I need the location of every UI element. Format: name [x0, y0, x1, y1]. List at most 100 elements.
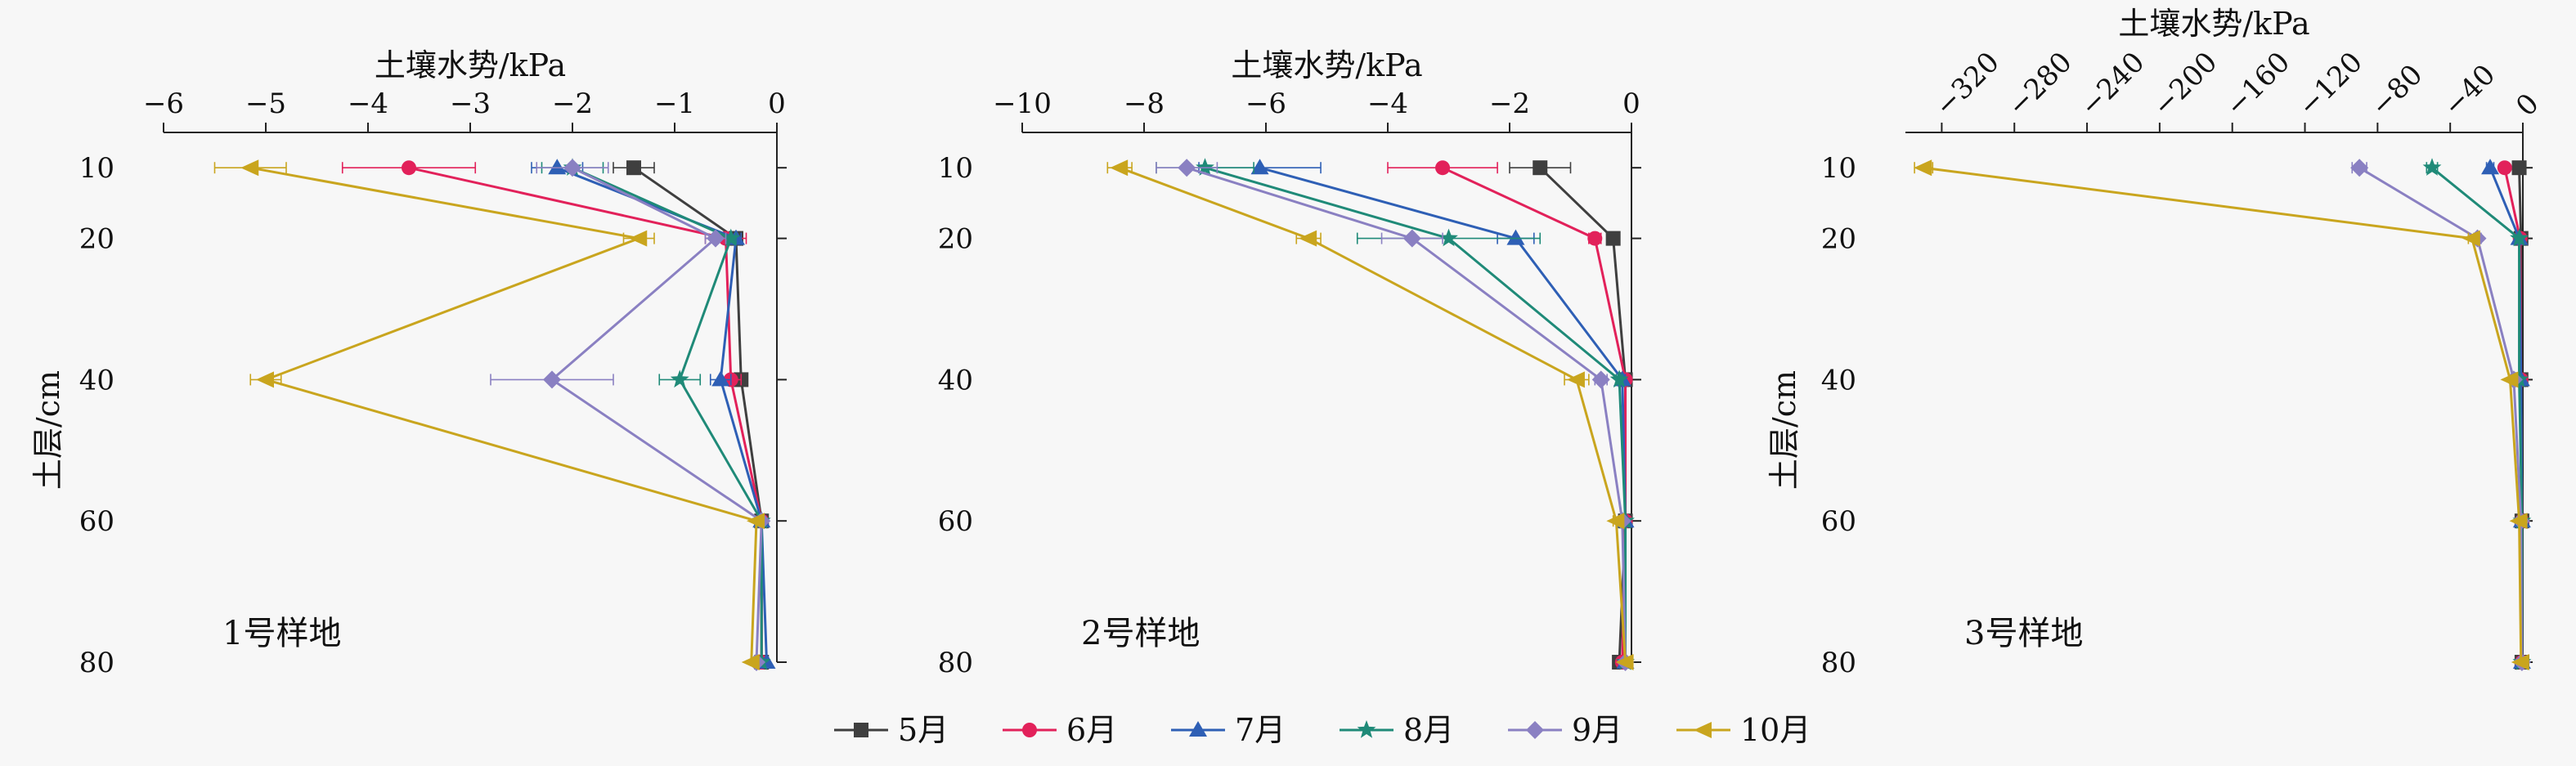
legend-item-9月: 9月 — [1508, 712, 1622, 748]
data-point — [1606, 513, 1625, 530]
series-8月 — [1156, 158, 1635, 670]
x-tick-label: 0 — [768, 87, 786, 120]
x-tick-label: 0 — [2510, 87, 2546, 123]
series-9月 — [2350, 159, 2531, 671]
panel-3: −320−280−240−200−160−120−80 −40 0 土壤水势/kPa 1… — [1766, 6, 2546, 679]
panel-2: −10 −8 −6 −4 −2 0 土壤水势/kPa 10 20 40 60 80 2号样地 — [938, 47, 1641, 679]
data-point — [1609, 370, 1629, 388]
legend-label: 10月 — [1740, 712, 1811, 748]
legend-item-8月: 8月 — [1340, 712, 1454, 748]
data-point — [240, 159, 259, 177]
legend-label: 6月 — [1066, 712, 1117, 748]
y-tick-label: 20 — [79, 223, 114, 256]
legend-marker — [1189, 721, 1207, 737]
y-tick-label: 20 — [1821, 223, 1856, 256]
data-point — [1533, 160, 1548, 176]
data-point — [563, 159, 581, 177]
x-tick-label: −8 — [1124, 87, 1165, 120]
data-point — [711, 370, 730, 387]
x-tick-label: −4 — [1367, 87, 1408, 120]
legend-label: 8月 — [1403, 712, 1454, 748]
legend-label: 7月 — [1235, 712, 1286, 748]
x-tick-label: −1 — [654, 87, 695, 120]
x-tick-label: −160 — [2219, 46, 2296, 123]
y-tick-label: 10 — [938, 152, 973, 185]
series-10月 — [213, 159, 765, 670]
series-8月 — [541, 158, 771, 670]
y-tick-label: 80 — [1821, 647, 1856, 679]
x-tick-label: −6 — [143, 87, 184, 120]
x-tick-label: −5 — [245, 87, 286, 120]
data-point — [1566, 371, 1585, 388]
x-tick-label: −6 — [1245, 87, 1286, 120]
legend-label: 5月 — [898, 712, 949, 748]
legend-label: 9月 — [1572, 712, 1622, 748]
x-tick-label: −3 — [450, 87, 491, 120]
legend-marker — [1526, 721, 1544, 739]
series-line — [1923, 166, 2523, 663]
data-point — [1250, 159, 1269, 175]
data-point — [2511, 160, 2527, 176]
data-point — [2500, 371, 2519, 388]
legend-marker — [854, 723, 868, 737]
y-tick-label: 80 — [79, 647, 114, 679]
data-point — [721, 228, 741, 247]
data-point — [2350, 159, 2369, 177]
x-tick-label: −80 — [2364, 58, 2429, 123]
data-point — [1435, 160, 1451, 176]
y-tick-label: 10 — [79, 152, 114, 185]
y-tick-label: 40 — [938, 364, 973, 396]
data-point — [1591, 370, 1610, 389]
plot-annotation: 2号样地 — [1081, 615, 1200, 652]
data-point — [2510, 228, 2529, 247]
data-point — [2497, 160, 2512, 176]
data-point — [1605, 231, 1621, 246]
y-tick-label: 40 — [79, 364, 114, 396]
data-point — [707, 229, 725, 248]
series-10月 — [1106, 159, 1634, 670]
series-line — [408, 166, 763, 662]
data-point — [1110, 159, 1129, 177]
plot-annotation: 3号样地 — [1964, 615, 2083, 652]
series-10月 — [1914, 159, 2529, 670]
legend: 5月 6月 7月 8月 9月 10月 — [834, 712, 1811, 748]
legend-marker — [1022, 723, 1037, 737]
x-axis-label: 土壤水势/kPa — [1231, 47, 1422, 83]
series-9月 — [1156, 159, 1635, 671]
y-axis-label: 土层/cm — [1766, 370, 1802, 490]
y-tick-label: 60 — [1821, 505, 1856, 538]
y-axis-label: 土层/cm — [30, 370, 66, 490]
x-tick-label: −2 — [552, 87, 593, 120]
data-point — [548, 159, 567, 175]
x-axis-label: 土壤水势/kPa — [2118, 6, 2309, 42]
data-point — [543, 370, 561, 389]
data-point — [2422, 158, 2442, 176]
data-point — [747, 513, 765, 530]
data-point — [2481, 159, 2500, 175]
x-tick-label: −10 — [993, 87, 1052, 120]
data-point — [2462, 230, 2480, 247]
x-tick-label: −2 — [1489, 87, 1530, 120]
series-line — [249, 166, 758, 663]
y-tick-label: 80 — [938, 647, 973, 679]
x-axis-label: 土壤水势/kPa — [375, 47, 566, 83]
data-point — [1178, 159, 1196, 177]
y-tick-label: 20 — [938, 223, 973, 256]
legend-item-7月: 7月 — [1171, 712, 1286, 748]
x-tick-label: −120 — [2292, 46, 2369, 123]
plot-annotation: 1号样地 — [222, 615, 341, 652]
legend-item-5月: 5月 — [834, 712, 949, 748]
y-tick-label: 60 — [938, 505, 973, 538]
data-point — [1439, 228, 1458, 247]
data-point — [1299, 230, 1317, 247]
data-point — [2509, 513, 2528, 530]
series-5月 — [1509, 160, 1633, 670]
x-tick-label: −200 — [2147, 46, 2224, 123]
data-point — [1914, 159, 1932, 177]
x-tick-label: −240 — [2074, 46, 2151, 123]
x-tick-label: −320 — [1928, 46, 2005, 123]
series-line — [2358, 166, 2524, 663]
series-line — [1119, 166, 1627, 663]
x-tick-label: −40 — [2437, 58, 2502, 123]
